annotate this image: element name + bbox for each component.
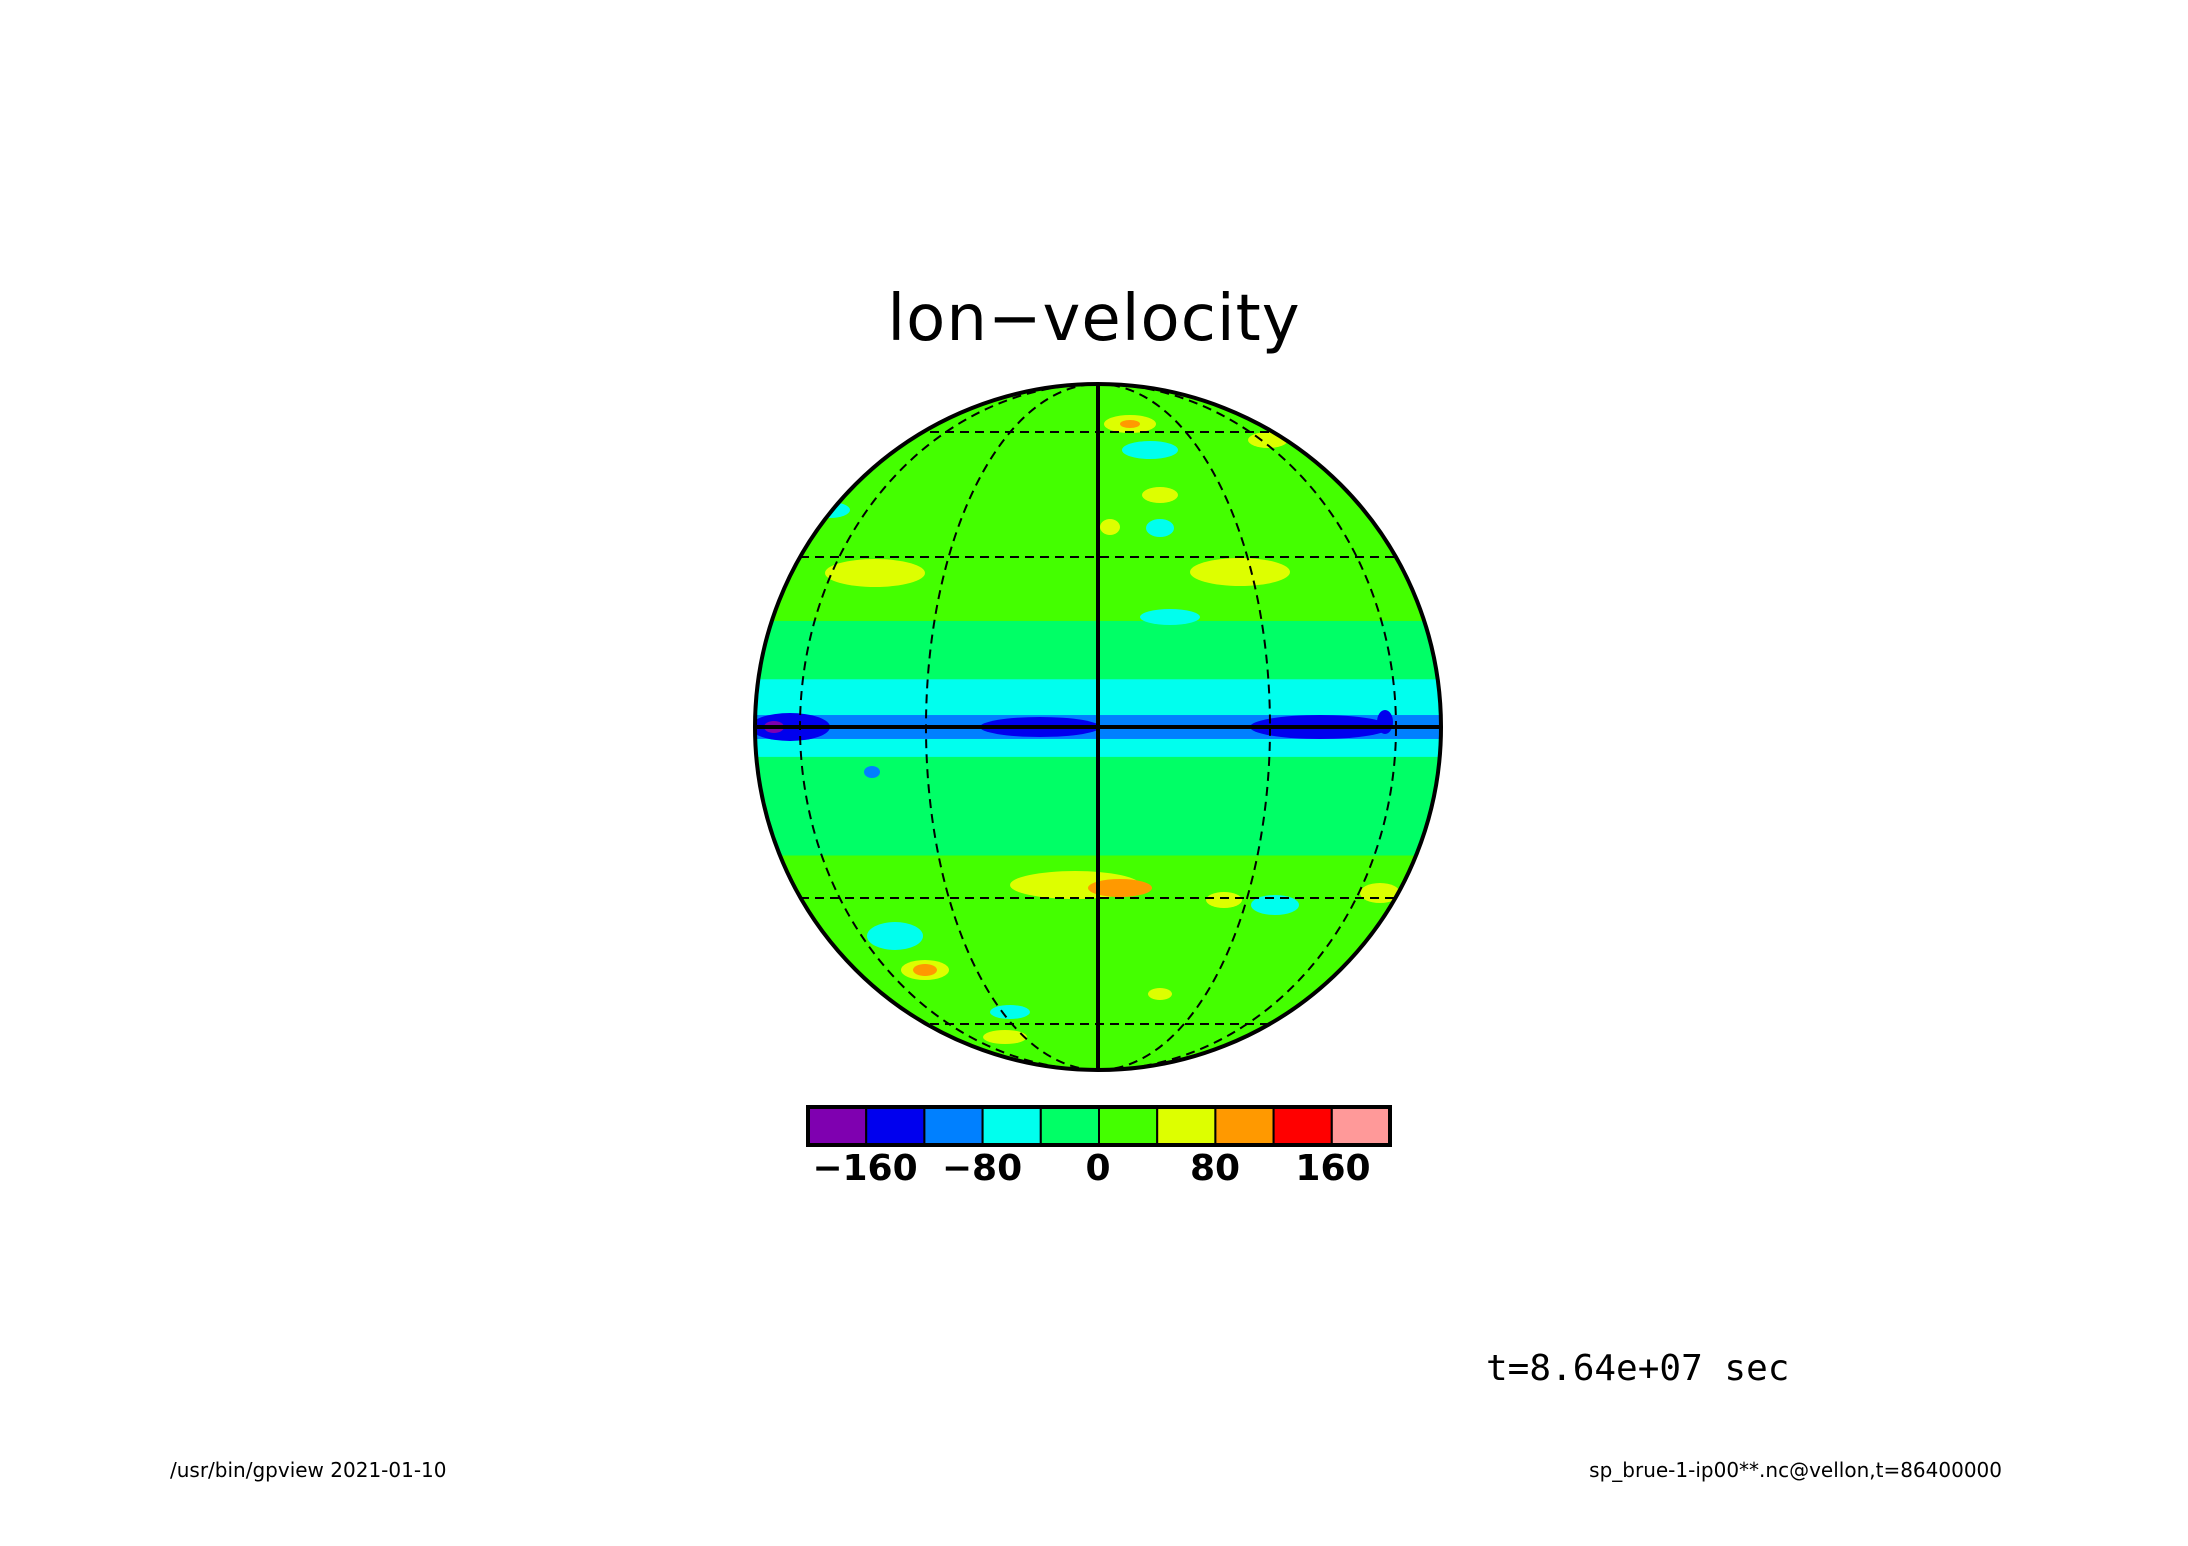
positive-anomaly — [1142, 487, 1178, 503]
positive-anomaly-peak — [913, 964, 937, 976]
colorbar-swatch — [1039, 1106, 1101, 1146]
colorbar-swatch — [1214, 1106, 1275, 1146]
negative-anomaly — [1122, 441, 1178, 459]
negative-anomaly — [1251, 895, 1299, 915]
positive-anomaly — [1148, 988, 1172, 1000]
positive-anomaly — [825, 559, 925, 587]
colorbar-tick-label: 80 — [1189, 1148, 1241, 1189]
colorbar-swatch — [1330, 1106, 1392, 1146]
jet-core — [1377, 710, 1393, 734]
colorbar-tick-label: −160 — [812, 1148, 918, 1189]
colorbar-swatch — [1156, 1106, 1217, 1146]
time-label: t=8.64e+07 sec — [1486, 1348, 1790, 1389]
negative-anomaly — [1140, 609, 1200, 625]
negative-anomaly — [990, 1005, 1030, 1019]
plot-title: lon−velocity — [887, 282, 1301, 356]
colorbar-tick-label: −80 — [941, 1148, 1023, 1189]
colorbar-swatch — [981, 1106, 1042, 1146]
footer-left: /usr/bin/gpview 2021-01-10 — [170, 1458, 447, 1482]
negative-anomaly — [867, 922, 923, 950]
colorbar-tick-label: 0 — [1085, 1148, 1111, 1189]
negative-anomaly — [864, 766, 880, 778]
colorbar-swatch — [1098, 1106, 1159, 1146]
positive-anomaly-peak — [1120, 420, 1140, 428]
negative-anomaly — [1146, 519, 1174, 537]
globe-outline — [753, 382, 1443, 1072]
colorbar-tick-label: 160 — [1295, 1148, 1371, 1189]
colorbar-swatch — [865, 1106, 926, 1146]
colorbar-swatch — [1272, 1106, 1333, 1146]
positive-anomaly — [1100, 519, 1120, 535]
positive-anomaly — [1190, 558, 1290, 586]
positive-anomaly-peak — [1088, 879, 1152, 897]
colorbar-swatch — [807, 1106, 868, 1146]
colorbar-outline — [806, 1105, 1392, 1147]
footer-right: sp_brue-1-ip00**.nc@vellon,t=86400000 — [1589, 1458, 2002, 1482]
positive-anomaly — [983, 1030, 1027, 1044]
axis-lines — [755, 384, 1441, 1070]
colorbar-swatch — [923, 1106, 984, 1146]
colorbar — [806, 1105, 1392, 1147]
positive-anomaly — [1206, 892, 1242, 908]
